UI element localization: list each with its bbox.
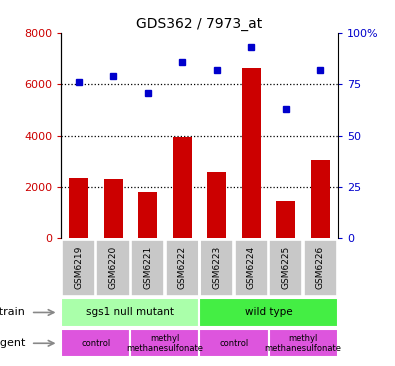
FancyBboxPatch shape: [130, 329, 199, 358]
FancyBboxPatch shape: [61, 329, 130, 358]
FancyBboxPatch shape: [200, 239, 233, 296]
Text: GSM6225: GSM6225: [281, 246, 290, 290]
Text: methyl
methanesulfonate: methyl methanesulfonate: [126, 333, 203, 353]
Text: wild type: wild type: [245, 307, 292, 317]
FancyBboxPatch shape: [199, 329, 269, 358]
Text: agent: agent: [0, 338, 25, 348]
Bar: [103, 179, 122, 238]
FancyBboxPatch shape: [131, 239, 164, 296]
Text: strain: strain: [0, 307, 25, 317]
Text: control: control: [219, 339, 249, 348]
FancyBboxPatch shape: [62, 239, 95, 296]
Text: methyl
methanesulfonate: methyl methanesulfonate: [265, 333, 342, 353]
Text: sgs1 null mutant: sgs1 null mutant: [87, 307, 174, 317]
Text: control: control: [81, 339, 111, 348]
Text: GSM6224: GSM6224: [247, 246, 256, 289]
Title: GDS362 / 7973_at: GDS362 / 7973_at: [136, 16, 263, 30]
Text: GSM6223: GSM6223: [212, 246, 221, 290]
Bar: [311, 160, 330, 238]
FancyBboxPatch shape: [235, 239, 268, 296]
FancyBboxPatch shape: [96, 239, 130, 296]
Bar: [207, 172, 226, 238]
Bar: [173, 137, 192, 238]
Text: GSM6221: GSM6221: [143, 246, 152, 290]
FancyBboxPatch shape: [61, 298, 199, 326]
Bar: [242, 68, 261, 238]
Text: GSM6220: GSM6220: [109, 246, 118, 290]
Bar: [138, 192, 157, 238]
Bar: [69, 178, 88, 238]
Text: GSM6226: GSM6226: [316, 246, 325, 290]
Bar: [276, 201, 295, 238]
FancyBboxPatch shape: [199, 298, 338, 326]
FancyBboxPatch shape: [269, 329, 338, 358]
FancyBboxPatch shape: [304, 239, 337, 296]
Text: GSM6219: GSM6219: [74, 246, 83, 290]
FancyBboxPatch shape: [269, 239, 303, 296]
Text: GSM6222: GSM6222: [178, 246, 187, 289]
FancyBboxPatch shape: [166, 239, 199, 296]
